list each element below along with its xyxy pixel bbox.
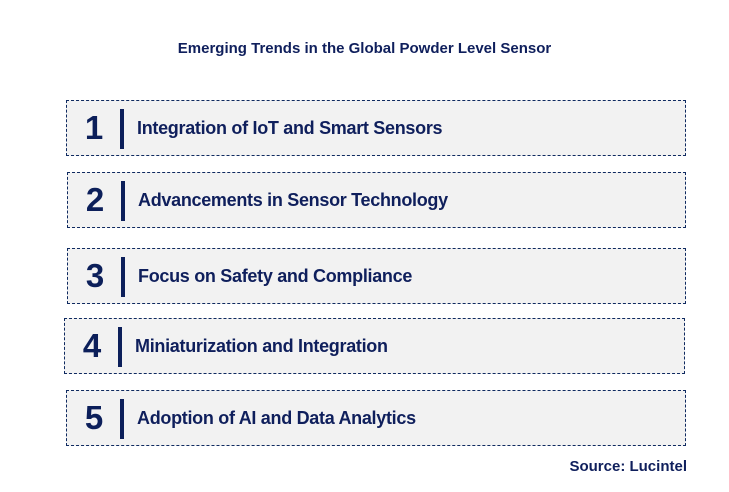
- separator-bar: [121, 181, 125, 221]
- diagram-title: Emerging Trends in the Global Powder Lev…: [177, 40, 552, 57]
- trend-item-2: 2 Advancements in Sensor Technology: [67, 172, 686, 228]
- trend-label: Adoption of AI and Data Analytics: [137, 407, 416, 428]
- trend-number: 4: [82, 327, 102, 364]
- trend-number: 5: [84, 399, 104, 436]
- separator-bar: [121, 257, 125, 297]
- trend-label: Focus on Safety and Compliance: [138, 265, 413, 286]
- separator-bar: [120, 109, 124, 149]
- separator-bar: [120, 399, 124, 439]
- trend-label: Integration of IoT and Smart Sensors: [137, 117, 443, 138]
- trend-item-1: 1 Integration of IoT and Smart Sensors: [66, 100, 686, 156]
- trend-label: Miniaturization and Integration: [135, 335, 388, 356]
- source-credit: Source: Lucintel: [569, 458, 687, 475]
- trend-number: 3: [85, 257, 105, 294]
- trend-number: 2: [85, 181, 105, 218]
- trend-item-5: 5 Adoption of AI and Data Analytics: [66, 390, 686, 446]
- trend-item-3: 3 Focus on Safety and Compliance: [67, 248, 686, 304]
- separator-bar: [118, 327, 122, 367]
- trend-number: 1: [84, 109, 104, 146]
- trend-item-4: 4 Miniaturization and Integration: [64, 318, 685, 374]
- trend-label: Advancements in Sensor Technology: [138, 189, 448, 210]
